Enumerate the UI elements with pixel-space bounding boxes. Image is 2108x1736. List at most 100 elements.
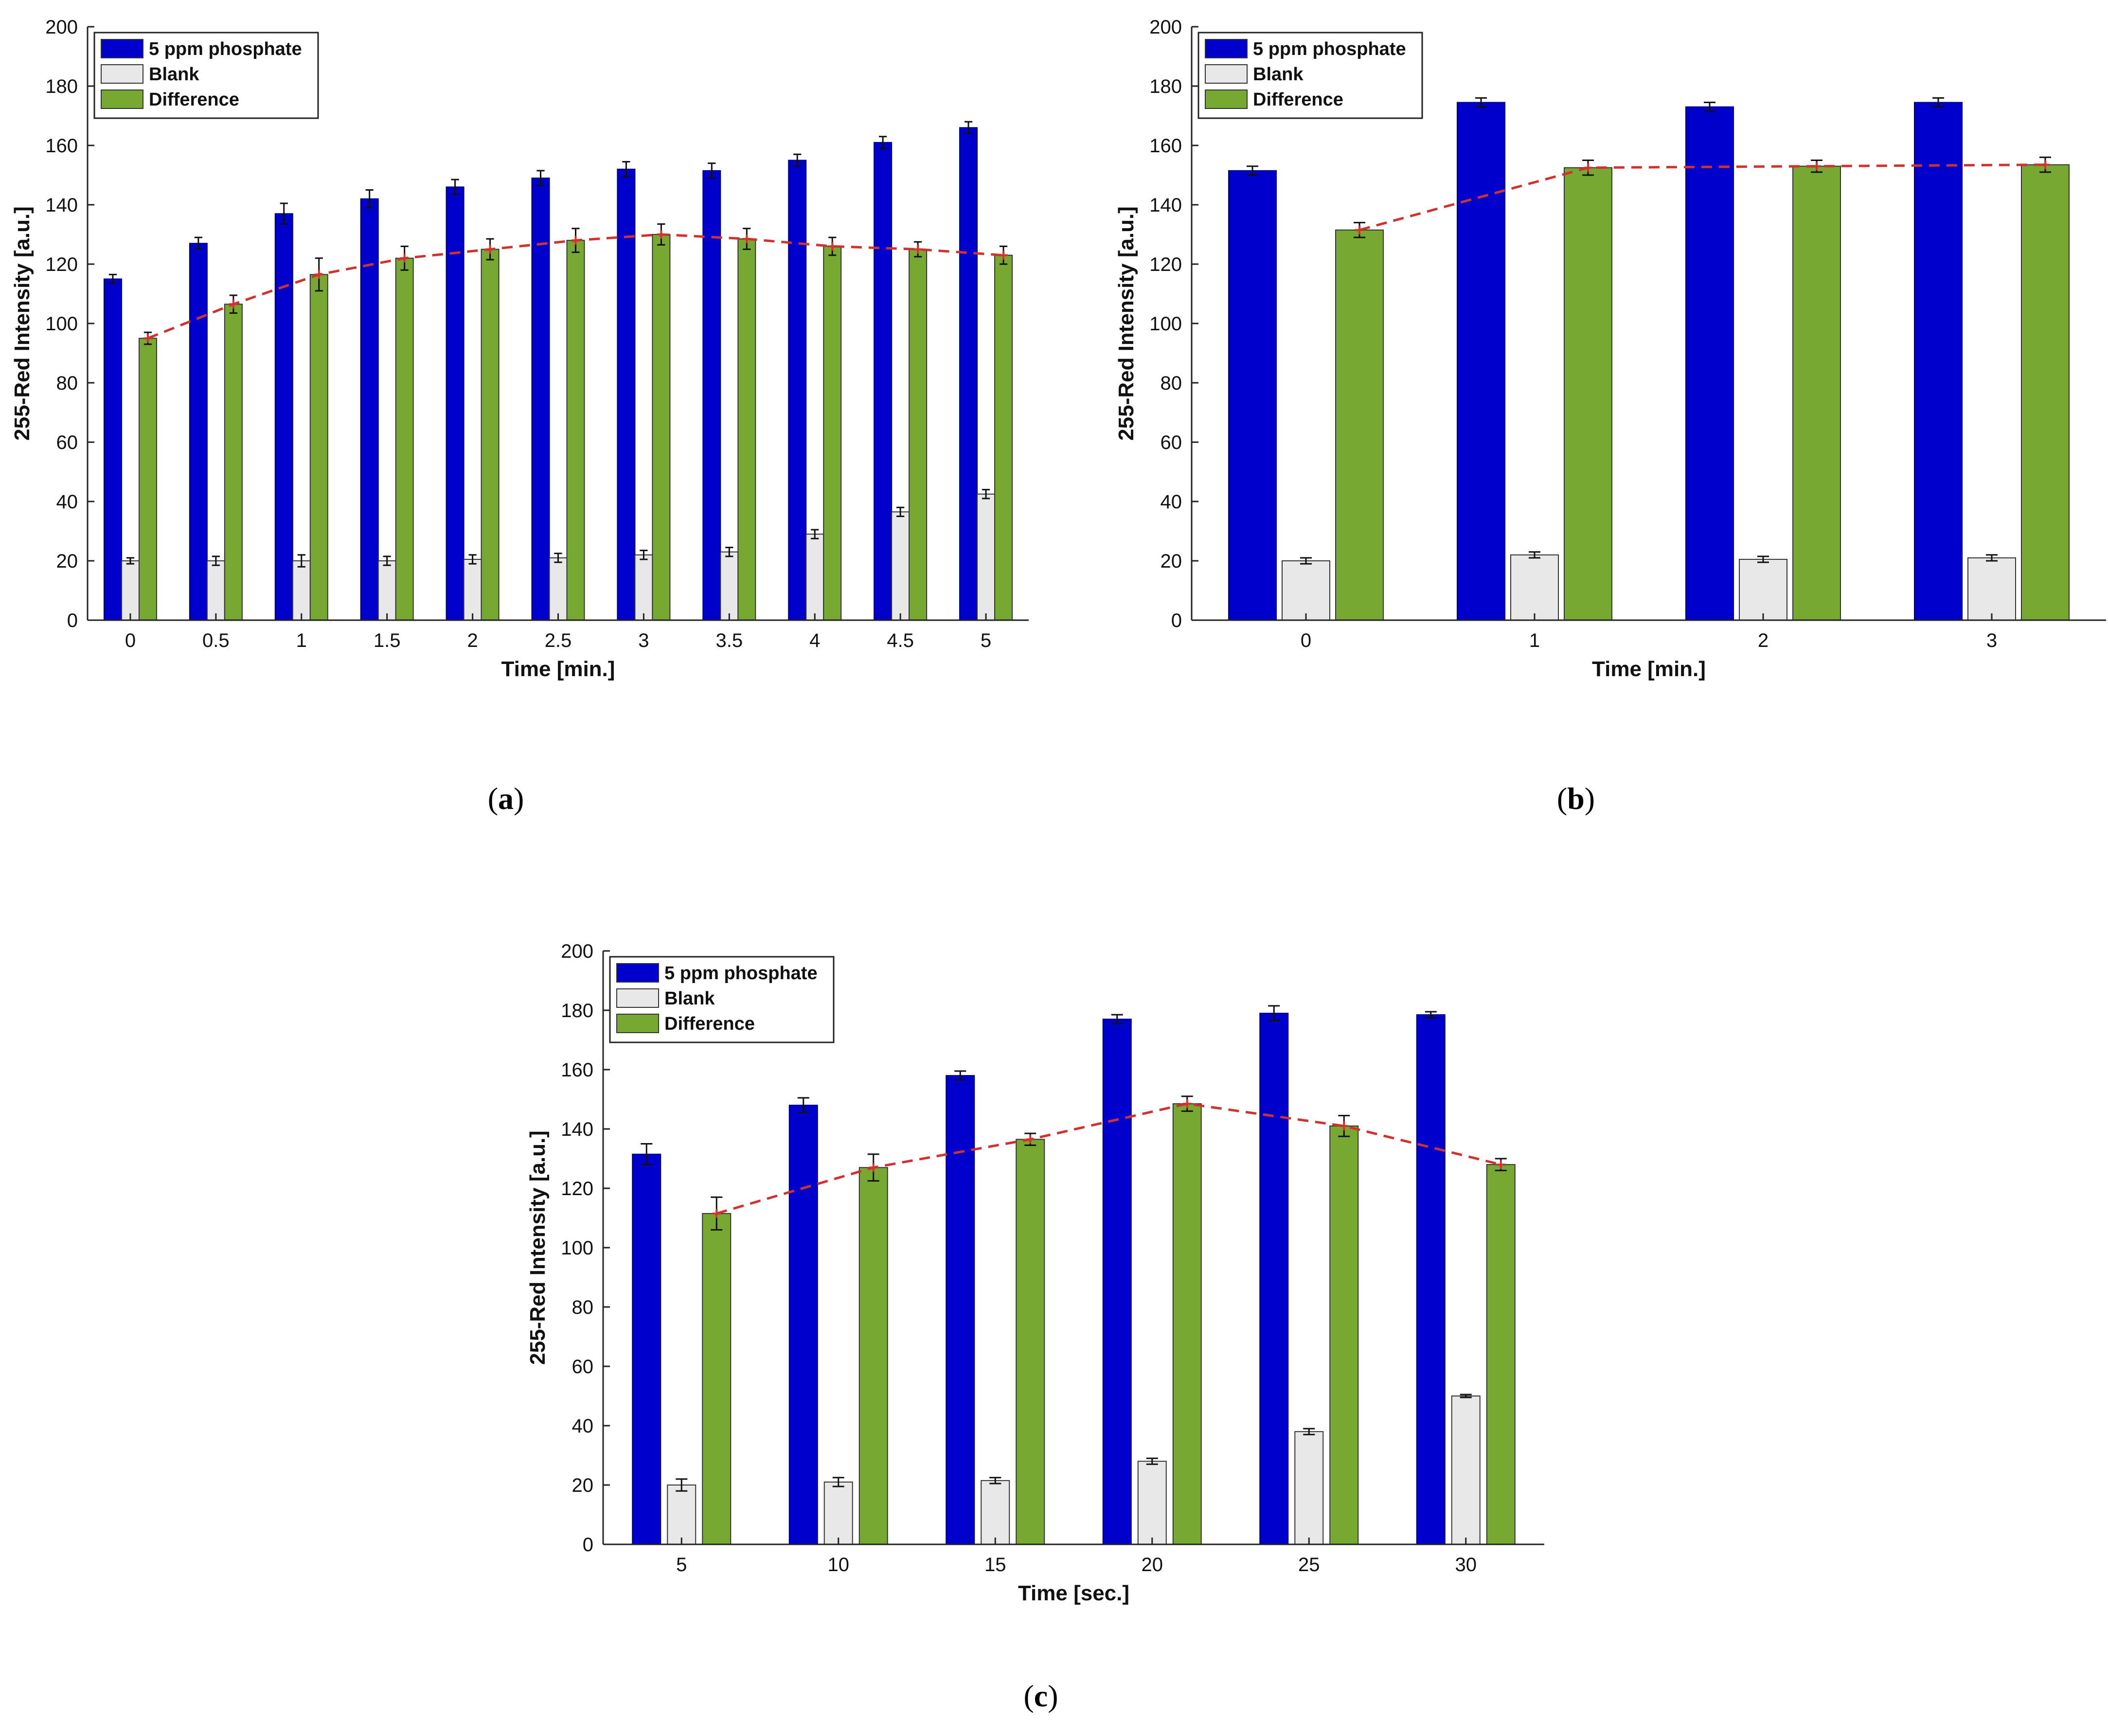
bar-phosphate [959,127,978,621]
y-axis-title: 255-Red Intensity [a.u.] [1114,206,1138,441]
bar-phosphate [274,213,293,621]
bar-blank [1510,554,1559,621]
x-axis-title: Time [min.] [1592,657,1706,681]
x-tick-label: 1.5 [374,630,401,651]
bar-difference [1329,1125,1359,1545]
y-tick-label: 0 [67,610,78,631]
legend-label-blank: Blank [149,64,199,85]
legend-swatch-difference [101,89,143,109]
bar-phosphate [1914,102,1963,621]
bar-difference [566,240,585,621]
x-tick-label: 0 [1301,630,1311,651]
x-tick-label: 30 [1455,1554,1477,1575]
y-tick-label: 100 [45,313,78,335]
bar-difference [224,304,243,621]
bar-blank [977,493,996,621]
bar-blank [634,554,653,621]
bar-phosphate [446,186,464,621]
bar-difference [858,1167,888,1545]
bar-blank [981,1480,1010,1545]
x-tick-label: 20 [1142,1554,1163,1575]
caption-b: (b) [1556,781,1595,816]
bar-difference [2021,164,2070,621]
legend-label-difference: Difference [1253,89,1343,110]
bar-blank [1137,1461,1167,1545]
bar-phosphate [1416,1014,1446,1545]
y-tick-label: 100 [1149,313,1182,335]
bar-blank [1451,1396,1481,1545]
bar-difference [1016,1139,1045,1545]
y-tick-label: 40 [56,491,78,513]
bar-blank [463,558,482,621]
bar-blank [667,1485,697,1545]
chart-b: 0 20 40 60 80 100 120 140 160 180 200 0 1 2 3 Time [min… [1114,17,2106,681]
x-tick-label: 5 [676,1554,687,1575]
bar-phosphate [946,1075,975,1545]
bar-phosphate [103,278,122,621]
y-tick-label: 40 [1161,491,1182,513]
x-tick-label: 25 [1298,1554,1320,1575]
bar-blank [720,551,739,621]
bar-difference [994,254,1013,621]
bar-phosphate [1228,170,1277,621]
bar-difference [737,238,756,621]
bar-blank [891,511,910,621]
y-tick-label: 140 [1149,195,1182,216]
y-tick-label: 0 [583,1534,593,1556]
y-tick-label: 100 [561,1237,593,1259]
x-tick-label: 0 [125,630,136,651]
y-tick-label: 60 [572,1356,594,1378]
bar-difference [1564,167,1612,621]
y-tick-label: 80 [572,1297,594,1318]
bar-difference [909,249,928,621]
bar-difference [481,249,500,621]
bar-blank [1282,560,1330,621]
bar-phosphate [1259,1013,1289,1545]
bar-phosphate [189,243,208,621]
caption-a: (a) [487,781,524,816]
bar-blank [805,534,824,621]
y-tick-label: 140 [561,1119,593,1140]
x-tick-label: 4 [809,630,820,651]
bar-difference [1172,1103,1202,1545]
bar-difference [138,338,157,621]
bar-phosphate [632,1153,661,1545]
y-tick-label: 200 [1149,17,1182,38]
bar-difference [823,246,842,621]
x-tick-label: 3.5 [716,630,743,651]
y-tick-label: 80 [1161,373,1182,394]
bar-difference [702,1213,732,1545]
caption-c: (c) [1023,1679,1058,1713]
legend-label-blank: Blank [1253,64,1304,85]
y-tick-label: 200 [45,17,78,38]
bar-phosphate [1457,102,1505,621]
legend-swatch-blank [101,64,143,84]
bar-phosphate [788,1105,818,1545]
y-tick-label: 160 [1149,135,1182,157]
x-tick-label: 0.5 [202,630,230,651]
bar-blank [121,560,140,621]
bar-phosphate [702,170,721,621]
x-tick-label: 15 [984,1554,1006,1575]
x-tick-label: 2 [1758,630,1769,651]
bar-difference [1792,165,1841,621]
x-axis-title: Time [sec.] [1018,1581,1129,1605]
legend-label-difference: Difference [664,1014,755,1034]
legend-swatch-blank [1205,64,1248,84]
trend-line [716,1102,1501,1215]
y-axis-title: 255-Red Intensity [a.u.] [10,206,34,441]
bar-difference [1486,1164,1516,1545]
y-tick-label: 20 [572,1475,594,1496]
y-tick-label: 20 [1161,551,1182,572]
y-tick-label: 60 [56,432,78,453]
bar-phosphate [1102,1019,1132,1545]
legend-label-phosphate: 5 ppm phosphate [1253,39,1406,59]
chart-a: 0 20 40 60 80 100 120 140 160 180 200 0 0.5 1 1.5 2 2.5 3… [10,17,1029,681]
bar-phosphate [788,160,807,621]
bar-blank [1294,1431,1324,1545]
x-tick-label: 2 [467,630,478,651]
y-tick-label: 120 [45,254,78,275]
legend-swatch-difference [1205,89,1248,109]
bar-difference [1335,229,1384,621]
x-tick-label: 5 [981,630,991,651]
